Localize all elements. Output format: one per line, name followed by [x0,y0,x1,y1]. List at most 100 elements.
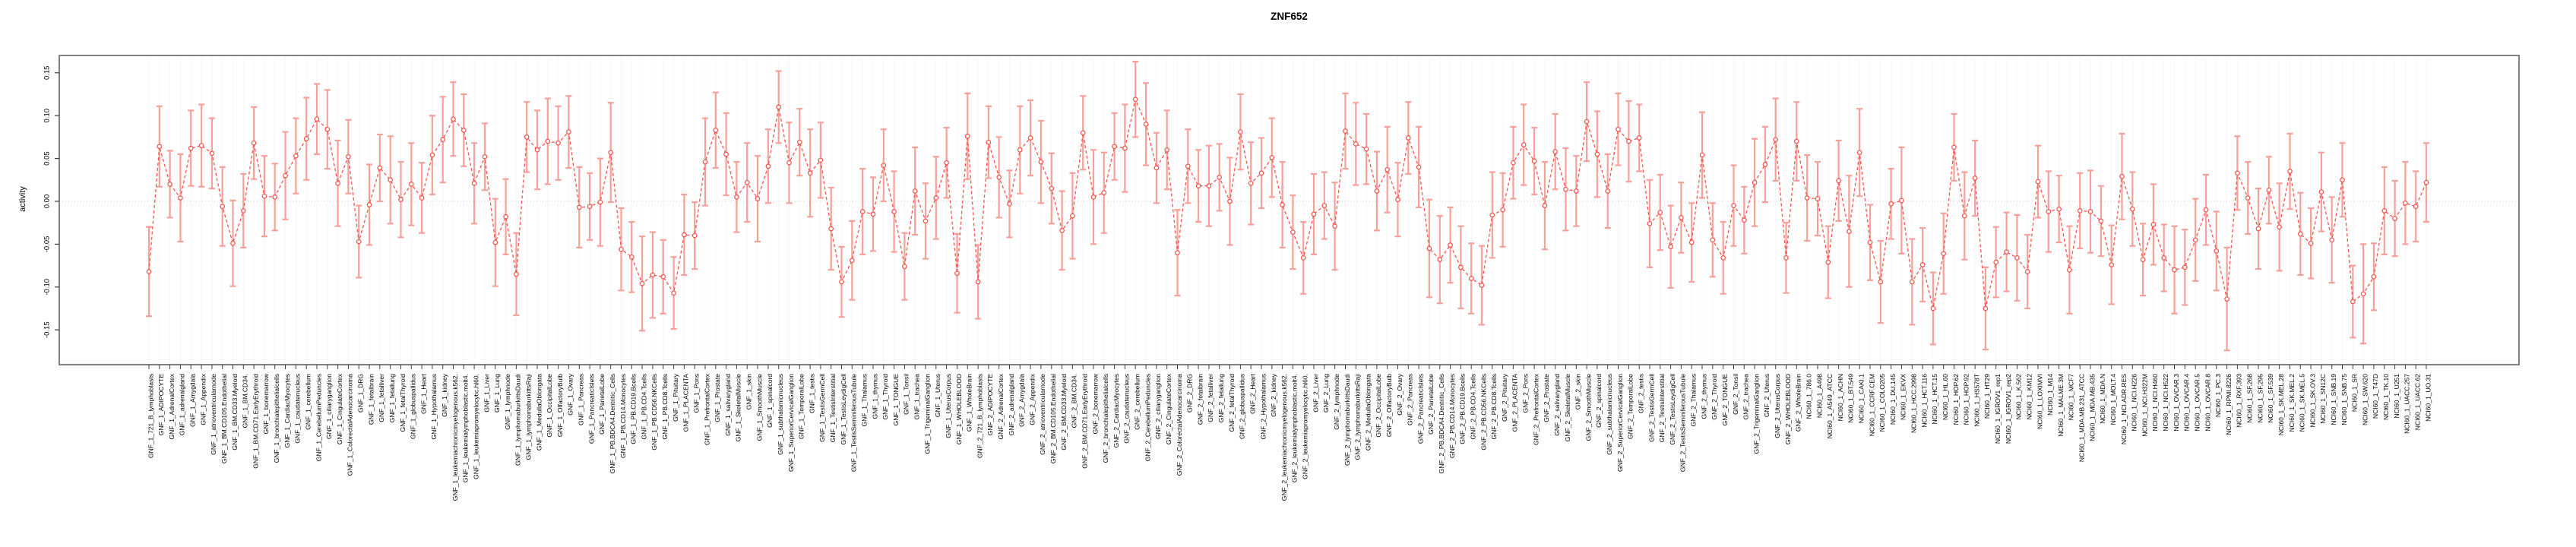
data-point [975,279,981,285]
data-point [492,239,498,245]
x-tick-label: GNF_2_ciliaryganglion [1154,374,1162,439]
data-point [1248,180,1254,186]
x-tick-label: GNF_2_trachea [1742,374,1750,420]
x-tick-label: GNF_2_adrenalgland [1008,374,1015,436]
x-tick-label: GNF_2_WholeBrain [1795,374,1802,432]
data-point [891,209,897,214]
data-point [996,175,1002,180]
data-point [2371,274,2377,280]
data-point [293,153,299,159]
x-tick-label: NCI60_1_DU.145 [1889,374,1897,425]
y-tick-label: -0.05 [43,236,52,253]
x-tick-label: GNF_1_leukemiachronicmyelogenous.k562. [451,374,459,501]
data-point [1616,126,1621,132]
y-tick-label: 0.10 [43,109,52,123]
data-point [1584,119,1590,125]
data-point [1825,259,1831,265]
x-tick-label: GNF_2_bonemarrow [1091,373,1099,434]
x-tick-label: GNF_2_PB.CD14.Monocytes [1448,374,1456,458]
x-tick-label: GNF_1_Lung [493,374,501,413]
data-point [2087,209,2093,214]
x-tick-label: GNF_1_ParietalLobe [598,374,606,435]
x-tick-label: GNF_1_SuperiorCervicalGanglion [787,374,795,472]
x-tick-label: GNF_1_ColorectalAdenocarcinoma [347,374,354,476]
x-tick-label: NCI60_1_UACC.62 [2413,374,2421,430]
x-tick-label: GNF_1_721_B_lymphoblasts [147,374,154,458]
y-tick-label: -0.10 [43,279,52,296]
x-tick-label: NCI60_1_OVCAR.5 [2193,374,2201,432]
data-point [1878,279,1884,285]
x-tick-label: GNF_1_Pancreas [578,374,585,425]
x-tick-label: NCI60_1_EKVX [1900,374,1907,420]
data-point [1385,166,1391,172]
data-point [324,126,331,132]
data-point [713,128,719,133]
x-tick-label: GNF_1_leukemiapromyelocytic.hl60. [472,374,479,479]
x-tick-label: NCI60_1_RXF.393 [2236,374,2243,428]
data-point [1007,201,1012,207]
x-tick-label: GNF_1_cerebellum [304,374,312,430]
data-point [1280,202,1285,207]
x-tick-label: GNF_1_lymphomaburkittsRaji [524,374,532,460]
x-tick-label: NCI60_1_M14 [2046,374,2054,416]
x-tick-label: NCI60_1_KM12 [2025,374,2033,420]
data-point [1679,215,1684,220]
data-point [2255,226,2261,232]
x-tick-label: GNF_2_salivarygland [1553,374,1561,436]
data-point [660,274,666,280]
data-point [2423,179,2429,185]
data-point [2014,255,2020,261]
x-tick-label: GNF_2_Lung [1322,374,1330,413]
data-point [765,163,771,169]
data-point [986,139,992,145]
data-point [1847,229,1852,234]
x-tick-label: GNF_2_OlfactoryBulb [1385,374,1393,437]
x-tick-label: NCI60_1_BT.549 [1847,374,1855,423]
x-tick-label: GNF_1_lymphnode [504,374,511,430]
x-tick-label: GNF_1_SmoothMuscle [755,374,763,441]
data-point [1458,264,1464,270]
x-tick-label: GNF_1_PB.CD19.Bcells [630,374,638,444]
x-tick-label: GNF_2_Pancreas [1407,374,1414,425]
data-point [1416,164,1422,170]
data-point [419,195,425,201]
x-tick-label: NCI60_1_COLO205 [1878,374,1886,432]
data-point [1038,159,1044,165]
x-tick-label: GNF_2_SkeletalMuscle [1564,374,1571,442]
x-tick-label: NCI60_1_SF.268 [2245,374,2253,423]
data-point [2340,177,2345,183]
data-point [964,133,970,139]
data-point [2360,291,2366,297]
data-point [1489,212,1495,218]
x-tick-label: NCI60_1_IGROV1_rep1 [1994,374,2002,444]
data-point [881,163,887,168]
x-tick-label: NCI60_1_CCRF.CEM [1868,374,1875,436]
data-point [314,116,320,122]
data-point [691,232,698,239]
data-point [1185,163,1191,169]
x-tick-label: NCI60_1_ACHN [1837,374,1844,421]
x-tick-label: GNF_2_UterusCorpus [1774,374,1781,438]
x-tick-label: GNF_2_PancreaticIslets [1416,374,1424,444]
y-tick-label: -0.15 [43,321,52,338]
x-tick-label: GNF_2_leukemiapromyelocytic.hl60. [1301,374,1309,479]
x-tick-label: NCI60_1_T47D [2372,374,2379,419]
x-tick-label: GNF_2_subthalamicnucleus [1606,374,1613,455]
data-point [1542,203,1548,208]
x-tick-label: NCI60_1_MDA.MB.231_ATCC [2078,374,2085,462]
data-point [1521,142,1527,147]
x-tick-label: GNF_2_BM.CD105.Endothelial [1049,374,1057,463]
x-tick-label: GNF_1_BM.CD71.EarlyErythroid [252,374,259,469]
data-point [2077,208,2083,213]
data-point [1710,237,1716,243]
x-tick-label: GNF_2_kidney [1270,373,1277,416]
data-point [1919,262,1926,267]
x-tick-label: GNF_2_fetalThyroid [1228,374,1236,432]
x-tick-label: NCI60_1_MDA.MB.435 [2088,374,2096,441]
x-tick-label: GNF_1_TestisInterstitial [829,374,837,442]
x-tick-label: NCI60_1_CAKI.1 [1857,374,1865,423]
x-tick-label: GNF_2_PB.CD4.Tcells [1469,374,1476,439]
x-tick-label: GNF_1_PLACENTA [682,374,690,432]
data-point [2308,240,2314,246]
